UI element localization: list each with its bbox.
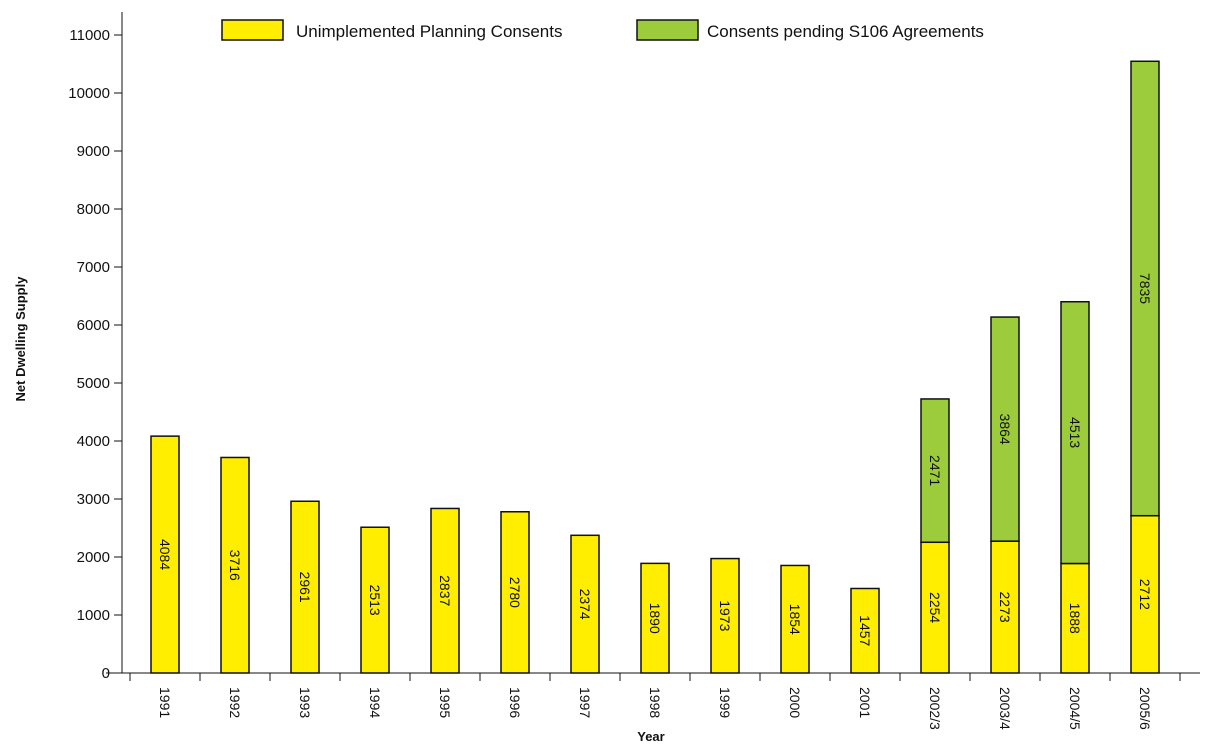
bar-unimplemented (850, 587, 880, 674)
legend-swatch-s106 (636, 19, 699, 41)
bar-value-label: 2254 (927, 592, 943, 623)
x-category-label: 2004/5 (1067, 687, 1083, 730)
bar-unimplemented (500, 511, 530, 674)
y-tick-label: 0 (102, 665, 110, 682)
bar-value-label: 2374 (577, 589, 593, 620)
bar-s106 (1060, 300, 1090, 565)
bar-value-label: 2837 (437, 575, 453, 606)
bar-unimplemented (150, 435, 180, 674)
bar-value-label: 2471 (927, 455, 943, 486)
y-tick-label: 7000 (77, 259, 110, 276)
legend-label-s106: Consents pending S106 Agreements (707, 22, 984, 41)
x-category-label: 2002/3 (927, 687, 943, 730)
x-category-label: 2003/4 (997, 687, 1013, 730)
x-category-label: 1998 (647, 687, 663, 718)
bar-value-label: 2273 (997, 592, 1013, 623)
bar-unimplemented (570, 534, 600, 674)
bar-value-label: 1457 (857, 615, 873, 646)
bars: 4084 3716 2961 2513 2837 2780 2374 1890 1973 1854… (150, 60, 1160, 674)
bar-value-label: 4084 (157, 539, 173, 570)
x-category-label: 1992 (227, 687, 243, 718)
legend: Unimplemented Planning Consents Consents… (221, 19, 984, 41)
x-category-label: 1995 (437, 687, 453, 718)
bar-value-label: 1973 (717, 600, 733, 631)
y-tick-label: 2000 (77, 549, 110, 566)
y-tick-label: 8000 (77, 201, 110, 218)
bar-s106 (920, 398, 950, 544)
bar-unimplemented (290, 500, 320, 674)
x-category-label: 2000 (787, 687, 803, 718)
bar-unimplemented (710, 557, 740, 674)
bar-value-label: 2712 (1137, 579, 1153, 610)
y-tick-label: 4000 (77, 433, 110, 450)
x-category-label: 1997 (577, 687, 593, 718)
bar-value-label: 2780 (507, 577, 523, 608)
x-category-label: 2001 (857, 687, 873, 718)
bar-value-label: 1888 (1067, 603, 1083, 634)
x-axis: 1991 1992 1993 1994 1995 1996 1997 1998 1999 2000… (106, 672, 1200, 730)
bar-unimplemented (360, 526, 390, 674)
y-axis-title: Net Dwelling Supply (13, 276, 28, 402)
x-category-label: 1991 (157, 687, 173, 718)
y-axis: 0 1000 2000 3000 4000 5000 6000 7000 8000 9000 100… (68, 12, 123, 682)
y-tick-label: 6000 (77, 317, 110, 334)
bar-value-label: 7835 (1137, 273, 1153, 304)
x-category-label: 1993 (297, 687, 313, 718)
y-tick-label: 10000 (68, 85, 110, 102)
bar-unimplemented (430, 507, 460, 674)
bar-unimplemented (220, 456, 250, 674)
bar-s106 (1130, 60, 1160, 517)
y-tick-label: 11000 (69, 27, 110, 44)
bar-unimplemented (1060, 562, 1090, 674)
bar-value-label: 3864 (997, 414, 1013, 445)
legend-label-unimplemented: Unimplemented Planning Consents (296, 22, 563, 41)
x-category-label: 2005/6 (1137, 687, 1153, 730)
bar-s106 (990, 316, 1020, 542)
y-tick-label: 1000 (77, 607, 110, 624)
bar-unimplemented (1130, 514, 1160, 674)
legend-swatch-unimplemented (221, 19, 284, 41)
y-tick-label: 5000 (77, 375, 110, 392)
y-tick-label: 3000 (77, 491, 110, 508)
bar-unimplemented (780, 564, 810, 674)
x-category-label: 1994 (367, 687, 383, 718)
bar-value-label: 2513 (367, 585, 383, 616)
bar-value-label: 3716 (227, 550, 243, 581)
x-category-label: 1999 (717, 687, 733, 718)
x-category-label: 1996 (507, 687, 523, 718)
x-axis-title: Year (637, 729, 664, 744)
bar-value-label: 4513 (1067, 417, 1083, 448)
y-tick-label: 9000 (77, 143, 110, 160)
bar-value-label: 1854 (787, 604, 803, 635)
bar-unimplemented (640, 562, 670, 674)
bar-value-label: 2961 (297, 572, 313, 603)
bar-value-label: 1890 (647, 603, 663, 634)
bar-unimplemented (920, 541, 950, 674)
